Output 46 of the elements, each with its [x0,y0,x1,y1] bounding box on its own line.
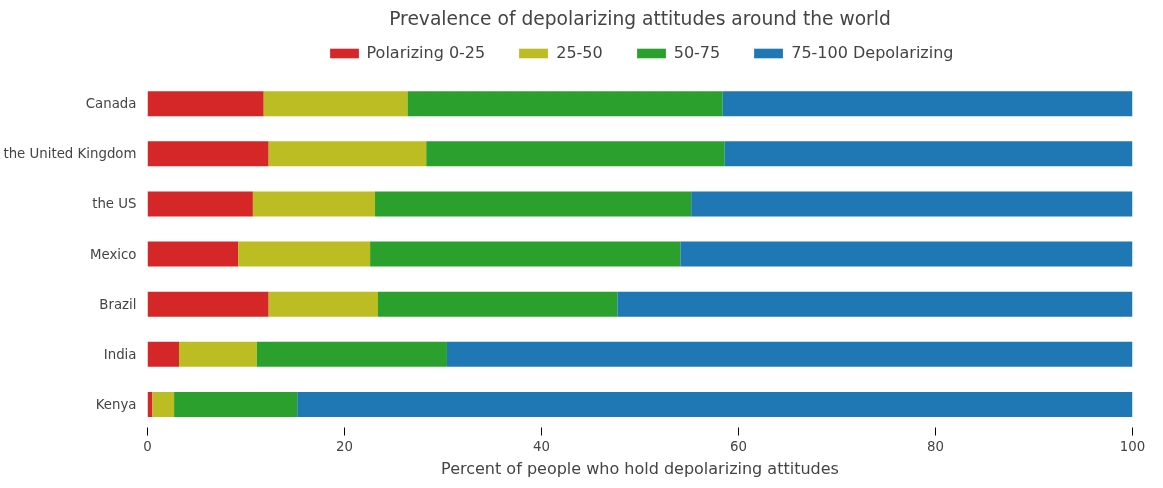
legend-label: 75-100 Depolarizing [791,43,954,62]
legend-label: 50-75 [673,43,721,62]
bar [238,241,371,267]
x-tick-label: 100 [1119,438,1146,454]
y-tick-label: India [103,346,137,362]
bar [375,191,692,217]
x-tick-label: 60 [730,438,747,454]
bar [426,141,725,167]
bar [256,341,447,367]
bar [617,291,1133,317]
x-tick-label: 20 [336,438,353,454]
legend-label: 25-50 [556,43,603,62]
y-tick-label: Kenya [95,396,137,412]
bar [174,391,298,417]
bar [691,191,1133,217]
bar [407,91,723,117]
bar [680,241,1133,267]
bar [722,91,1133,117]
bar [297,391,1133,417]
bar [252,191,376,217]
bar [377,291,618,317]
bar [152,391,175,417]
y-tick-label: Brazil [99,296,137,312]
bar [147,91,264,117]
bar [147,241,239,267]
y-tick-label: Mexico [89,246,137,262]
x-tick-label: 0 [143,438,152,454]
bar [147,141,269,167]
x-tick-label: 40 [533,438,550,454]
bar [268,291,378,317]
y-tick-label: Canada [85,96,137,112]
chart-title: Prevalence of depolarizing attitudes around the world [389,7,891,29]
bar [179,341,257,367]
bar [263,91,408,117]
bar [446,341,1133,367]
x-tick-label: 80 [927,438,944,454]
y-tick-label: the US [92,196,137,212]
bar [268,141,427,167]
bar [147,291,269,317]
bar [370,241,681,267]
bar [724,141,1133,167]
bar [147,341,180,367]
bar [147,191,253,217]
legend-label: Polarizing 0-25 [366,43,486,62]
x-axis-title: Percent of people who hold depolarizing attitudes [441,458,839,478]
y-tick-label: the United Kingdom [3,146,137,162]
